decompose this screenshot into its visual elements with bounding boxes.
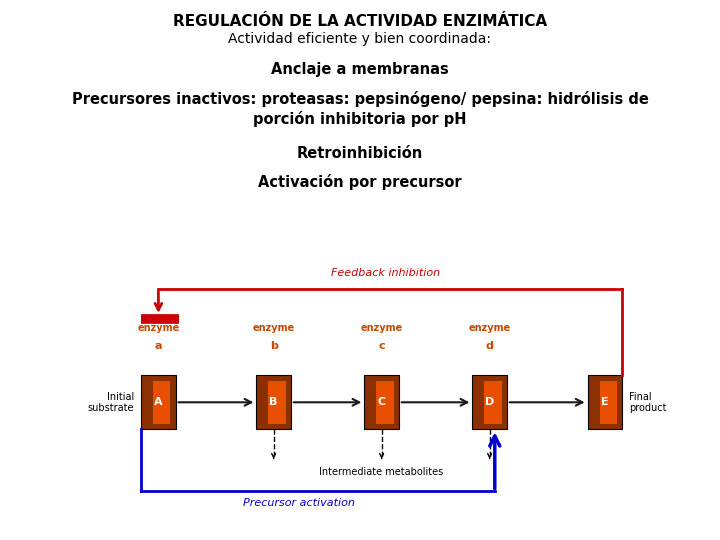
Text: Precursor activation: Precursor activation [243, 498, 355, 508]
Text: Retroinhibición: Retroinhibición [297, 146, 423, 161]
Text: Activación por precursor: Activación por precursor [258, 174, 462, 190]
Text: Actividad eficiente y bien coordinada:: Actividad eficiente y bien coordinada: [228, 32, 492, 46]
Text: D: D [485, 397, 494, 407]
Text: C: C [377, 397, 386, 407]
Text: Precursores inactivos: proteasas: pepsinógeno/ pepsina: hidrólisis de
porción in: Precursores inactivos: proteasas: pepsin… [71, 91, 649, 127]
Text: Initial
substrate: Initial substrate [87, 392, 134, 413]
Bar [600, 381, 617, 424]
Bar [364, 375, 399, 429]
Bar [141, 375, 176, 429]
Text: d: d [486, 341, 493, 351]
Text: Final
product: Final product [629, 392, 667, 413]
Text: enzyme: enzyme [138, 323, 179, 333]
Text: Anclaje a membranas: Anclaje a membranas [271, 62, 449, 77]
Bar [472, 375, 507, 429]
Text: E: E [601, 397, 608, 407]
Text: B: B [269, 397, 278, 407]
Text: enzyme: enzyme [469, 323, 510, 333]
Bar [256, 375, 291, 429]
Text: b: b [270, 341, 277, 351]
Bar [153, 381, 171, 424]
Text: a: a [155, 341, 162, 351]
Bar [377, 381, 394, 424]
Text: c: c [378, 341, 385, 351]
Bar [588, 375, 622, 429]
Text: Intermediate metabolites: Intermediate metabolites [320, 467, 444, 477]
Text: REGULACIÓN DE LA ACTIVIDAD ENZIMÁTICA: REGULACIÓN DE LA ACTIVIDAD ENZIMÁTICA [173, 14, 547, 29]
Bar [485, 381, 502, 424]
Text: Feedback inhibition: Feedback inhibition [330, 268, 440, 278]
Text: enzyme: enzyme [253, 323, 294, 333]
Bar [269, 381, 286, 424]
Text: enzyme: enzyme [361, 323, 402, 333]
Text: A: A [154, 397, 163, 407]
